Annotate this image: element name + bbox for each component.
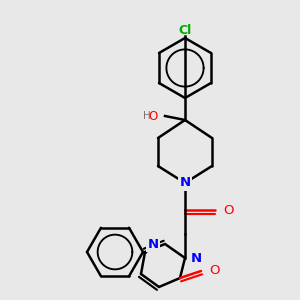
Text: H: H (143, 111, 151, 121)
Text: O: O (149, 110, 158, 122)
Text: N: N (191, 251, 202, 265)
Text: Cl: Cl (178, 23, 192, 37)
Text: O: O (209, 265, 220, 278)
Text: N: N (179, 176, 191, 190)
Text: N: N (148, 238, 159, 250)
Text: O: O (223, 203, 233, 217)
